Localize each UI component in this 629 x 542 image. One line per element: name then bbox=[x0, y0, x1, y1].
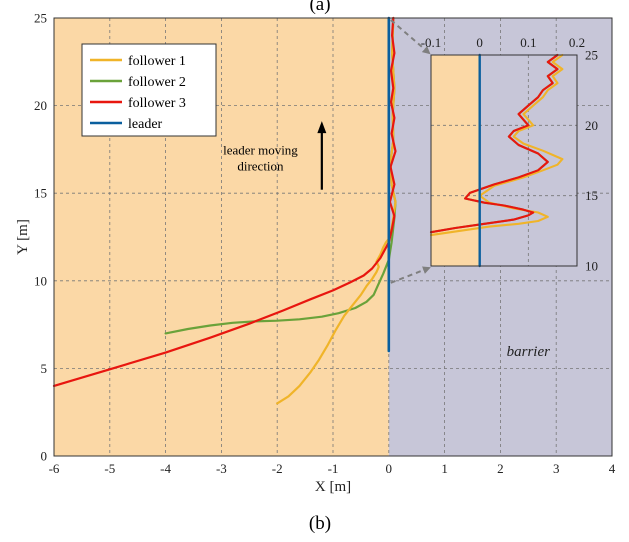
panel-label-bottom: (b) bbox=[309, 513, 331, 534]
inset-x-tick-label: 0.2 bbox=[569, 35, 585, 50]
arrow-head-icon bbox=[317, 121, 327, 134]
y-tick-label: 0 bbox=[41, 449, 48, 464]
legend-label: leader bbox=[128, 117, 163, 132]
x-tick-label: 3 bbox=[553, 461, 560, 476]
x-tick-label: 2 bbox=[497, 461, 504, 476]
panel-label-top: (a) bbox=[309, 0, 330, 15]
barrier-label: barrier bbox=[507, 344, 551, 360]
x-tick-label: -1 bbox=[328, 461, 339, 476]
series-line-follower-3 bbox=[52, 16, 397, 387]
legend-label: follower 3 bbox=[128, 96, 186, 111]
x-tick-label: 1 bbox=[441, 461, 448, 476]
main-axes-frame bbox=[53, 17, 613, 457]
inset-x-tick-label: 0 bbox=[476, 35, 483, 50]
x-tick-label: -4 bbox=[160, 461, 171, 476]
legend-label: follower 1 bbox=[128, 54, 186, 69]
main-tick-labels: -6 -5 -4 -3 -2 -1 0 1 2 3 4 0 5 10 15 20 25 bbox=[34, 11, 616, 477]
y-tick-label: 20 bbox=[34, 98, 47, 113]
inset-plot: -0.1 0 0.1 0.2 10 15 20 25 bbox=[421, 35, 598, 274]
legend: follower 1 follower 2 follower 3 leader bbox=[81, 43, 217, 137]
x-tick-label: 4 bbox=[609, 461, 616, 476]
leader-direction-annotation: leader moving direction bbox=[223, 121, 327, 190]
x-tick-label: -6 bbox=[49, 461, 60, 476]
x-tick-label: 0 bbox=[386, 461, 393, 476]
x-tick-label: -5 bbox=[104, 461, 115, 476]
annotation-line-1: leader moving bbox=[223, 143, 298, 158]
inset-connector-bottom bbox=[390, 266, 431, 284]
legend-label: follower 2 bbox=[128, 75, 186, 90]
x-axis-label: X [m] bbox=[315, 479, 351, 495]
y-axis-label: Y [m] bbox=[15, 219, 31, 255]
y-tick-label: 25 bbox=[34, 11, 47, 26]
series-line-follower-1 bbox=[276, 16, 397, 405]
inset-axes-frame bbox=[430, 54, 578, 267]
inset-connectors bbox=[390, 19, 431, 284]
y-tick-label: 15 bbox=[34, 186, 47, 201]
x-tick-label: -3 bbox=[216, 461, 227, 476]
inset-y-tick-label: 15 bbox=[585, 188, 598, 203]
inset-x-tick-label: 0.1 bbox=[520, 35, 536, 50]
inset-y-tick-label: 20 bbox=[585, 118, 598, 133]
x-tick-label: -2 bbox=[272, 461, 283, 476]
y-tick-label: 10 bbox=[34, 273, 47, 288]
y-tick-label: 5 bbox=[41, 361, 48, 376]
annotation-line-2: direction bbox=[237, 159, 284, 174]
inset-series bbox=[429, 53, 564, 268]
inset-y-tick-label: 25 bbox=[585, 48, 598, 63]
inset-series-line-follower-3 bbox=[429, 53, 559, 234]
inset-x-tick-label: -0.1 bbox=[421, 35, 442, 50]
inset-y-tick-label: 10 bbox=[585, 259, 598, 274]
inset-series-line-follower-1 bbox=[429, 53, 564, 237]
main-series bbox=[52, 16, 397, 405]
inset-tick-labels: -0.1 0 0.1 0.2 10 15 20 25 bbox=[421, 35, 598, 274]
